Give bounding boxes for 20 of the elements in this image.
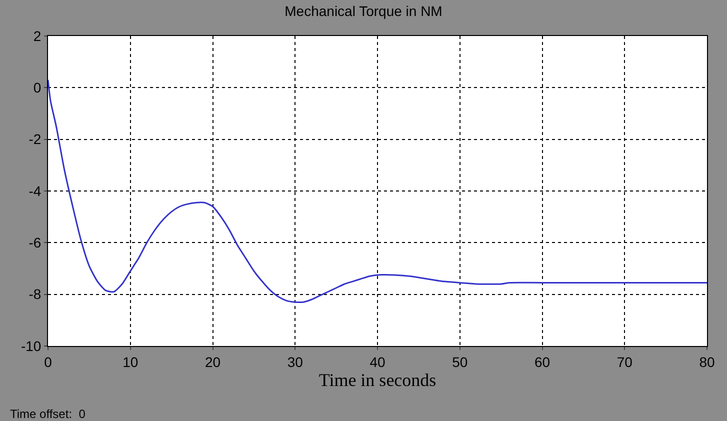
x-tick-label: 30 <box>287 354 304 370</box>
y-tick-label: -2 <box>28 131 42 148</box>
x-tick-label: 80 <box>699 354 715 370</box>
y-tick-label: 0 <box>33 80 42 96</box>
text: Time offset: 0 <box>10 407 86 421</box>
x-tick-label: 0 <box>44 354 52 370</box>
x-tick-label: 50 <box>452 354 468 370</box>
y-tick-label: 2 <box>33 28 42 44</box>
y-tick-label: -4 <box>28 182 42 199</box>
chart-title: Mechanical Torque in NM <box>284 3 442 20</box>
line-series <box>48 79 707 303</box>
y-tick-label: -6 <box>28 234 42 251</box>
y-tick-label: -8 <box>28 286 42 302</box>
x-tick-label: 20 <box>204 354 221 370</box>
x-tick-label: 60 <box>534 354 550 370</box>
y-tick-label: -10 <box>20 338 42 354</box>
x-tick-label: 70 <box>616 354 633 370</box>
x-tick-label: 40 <box>370 354 386 370</box>
x-axis-title: Time in seconds <box>318 370 436 390</box>
x-tick-label: 10 <box>122 354 138 370</box>
